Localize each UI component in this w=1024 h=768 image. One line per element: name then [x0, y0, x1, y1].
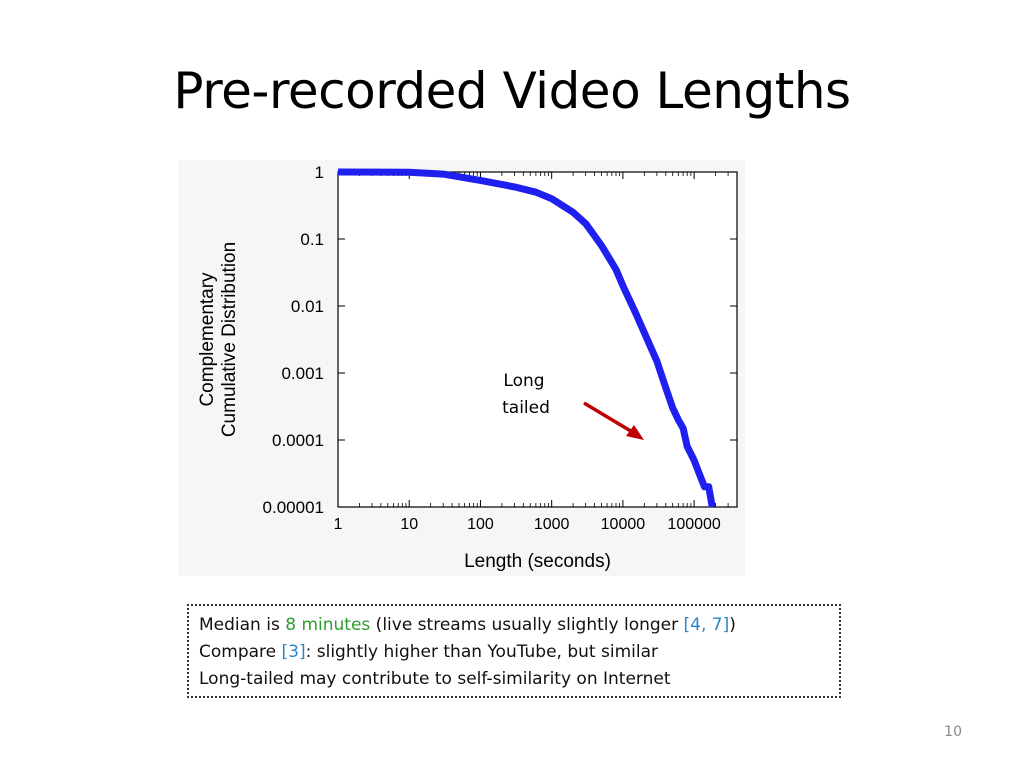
y-tick-label: 0.1 — [300, 230, 324, 249]
notes-line-compare: Compare [3]: slightly higher than YouTub… — [199, 639, 839, 666]
x-tick-label: 100 — [467, 516, 494, 533]
y-axis-label-line1: Complementary — [197, 272, 218, 407]
ccdf-chart: 1 0.1 0.01 0.001 0.0001 0.00001 1 10 100 1000 1000… — [178, 160, 745, 576]
median-value: 8 minutes — [285, 615, 371, 635]
y-tick-label: 0.001 — [281, 364, 324, 383]
annotation-tailed: tailed — [502, 398, 550, 418]
annotation-long: Long — [503, 371, 544, 391]
annotation-arrow-shaft — [583, 401, 635, 435]
plot-frame — [337, 171, 738, 508]
chart-svg: 1 0.1 0.01 0.001 0.0001 0.00001 1 10 100 1000 1000… — [197, 163, 738, 572]
slide-title: Pre-recorded Video Lengths — [173, 62, 851, 120]
page-number: 10 — [944, 724, 962, 740]
x-tick-label: 10000 — [601, 516, 646, 533]
median-mid: (live streams usually slightly longer — [370, 615, 684, 635]
y-tick-label: 0.0001 — [272, 431, 324, 450]
compare-prefix: Compare — [199, 642, 282, 662]
y-tick-label: 0.01 — [291, 297, 324, 316]
notes-line-median: Median is 8 minutes (live streams usuall… — [199, 612, 839, 639]
notes-box: Median is 8 minutes (live streams usuall… — [187, 604, 841, 698]
compare-suffix: : slightly higher than YouTube, but simi… — [305, 642, 658, 662]
ccdf-curve — [337, 168, 716, 508]
x-axis-label: Length (seconds) — [464, 551, 611, 572]
y-axis-label-line2: Cumulative Distribution — [219, 242, 240, 437]
annotation-arrow-head — [626, 425, 644, 440]
x-tick-label: 1000 — [534, 516, 570, 533]
y-tick-label: 0.00001 — [263, 498, 324, 517]
y-tick-label: 1 — [315, 163, 324, 182]
reference-link-4-7[interactable]: [4, 7] — [683, 615, 730, 635]
median-suffix: ) — [729, 615, 736, 635]
reference-link-3[interactable]: [3] — [281, 642, 306, 662]
median-prefix: Median is — [199, 615, 286, 635]
x-tick-label: 100000 — [667, 516, 720, 533]
notes-line-long-tailed: Long-tailed may contribute to self-simil… — [199, 669, 671, 689]
x-tick-label: 10 — [400, 516, 418, 533]
x-tick-label: 1 — [334, 516, 343, 533]
